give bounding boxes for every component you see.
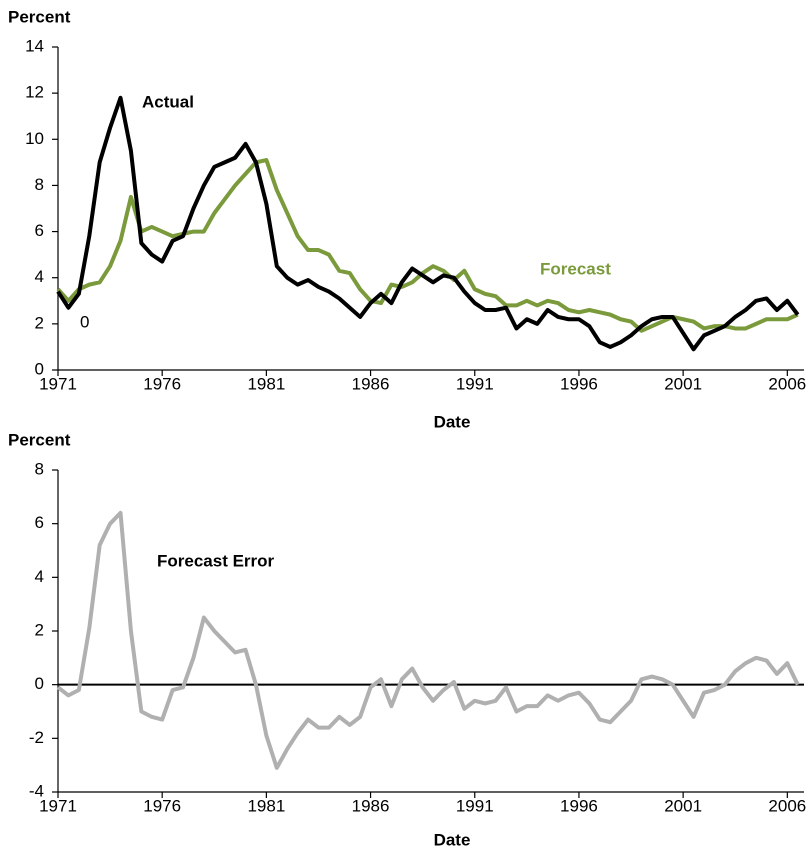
y-tick-label: 0 [35,359,44,378]
x-tick-label: 1971 [39,796,77,815]
x-tick-label: 2006 [768,374,806,393]
y-axis-label: Percent [8,430,71,449]
y-tick-label: 6 [35,513,44,532]
y-tick-label: 8 [35,175,44,194]
x-tick-label: 1971 [39,374,77,393]
y-tick-label: 4 [35,567,44,586]
x-tick-label: 1996 [560,796,598,815]
x-axis-label: Date [434,412,471,431]
x-tick-label: 1976 [143,796,181,815]
y-tick-label: 10 [25,129,44,148]
x-tick-label: 2001 [664,796,702,815]
y-tick-label: 4 [35,267,44,286]
x-tick-label: 1991 [456,374,494,393]
x-tick-label: 2001 [664,374,702,393]
y-tick-label: -4 [29,781,44,800]
x-tick-label: 2006 [768,796,806,815]
x-tick-label: 1991 [456,796,494,815]
y-tick-label: 2 [35,313,44,332]
y-tick-label: 14 [25,36,44,55]
series-line [56,95,800,352]
y-tick-label: 0 [35,674,44,693]
x-tick-label: 1986 [352,796,390,815]
x-tick-label: 1981 [247,374,285,393]
y-tick-label: 12 [25,83,44,102]
y-tick-label: 8 [35,459,44,478]
annotation: Forecast [540,259,611,278]
x-axis-label: Date [434,830,471,849]
y-axis-label: Percent [8,7,71,26]
y-tick-label: 2 [35,620,44,639]
x-tick-label: 1986 [352,374,390,393]
series-line [56,510,800,770]
x-tick-label: 1981 [247,796,285,815]
y-tick-label: 6 [35,221,44,240]
annotation: Forecast Error [157,551,275,570]
annotation: 0 [80,312,89,331]
annotation: Actual [142,92,194,111]
y-tick-label: -2 [29,728,44,747]
x-tick-label: 1996 [560,374,598,393]
x-tick-label: 1976 [143,374,181,393]
